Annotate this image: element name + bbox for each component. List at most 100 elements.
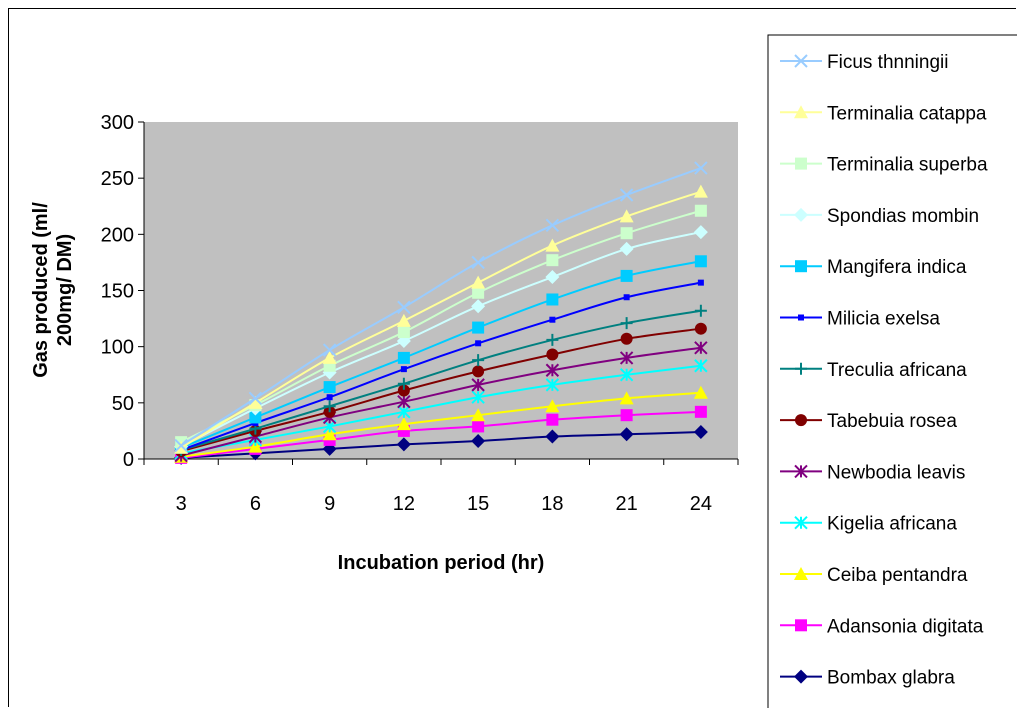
series-layer: [174, 161, 708, 465]
x-tick-label: 18: [541, 493, 563, 515]
legend-item: Tabebuia rosea: [780, 411, 957, 432]
data-point: [248, 439, 263, 453]
data-point: [396, 313, 411, 327]
data-point: [619, 427, 634, 442]
legend-swatch-marker: [794, 54, 808, 68]
legend-label: Milicia exelsa: [827, 309, 940, 330]
legend-item: Bombax glabra: [780, 668, 955, 689]
legend-label: Kigelia africana: [827, 514, 957, 535]
legend-label: Terminalia catappa: [827, 103, 987, 124]
y-tick-label: 150: [101, 281, 134, 303]
data-point: [545, 429, 560, 444]
y-tick-label: 300: [101, 112, 134, 134]
data-point: [693, 385, 708, 399]
legend-swatch-marker: [794, 464, 808, 479]
legend-label: Mangifera indica: [827, 257, 967, 278]
y-tick-label: 50: [112, 393, 134, 415]
data-point: [174, 438, 188, 453]
x-tick-label: 3: [176, 493, 187, 515]
data-point: [323, 400, 336, 413]
data-point: [694, 304, 707, 317]
data-point: [619, 209, 634, 223]
data-point: [323, 381, 336, 394]
data-point: [322, 427, 337, 441]
data-point: [472, 365, 485, 378]
data-point: [397, 351, 410, 364]
data-point: [619, 351, 634, 365]
data-point: [694, 322, 707, 335]
data-point: [619, 368, 634, 382]
legend-item: Terminalia superba: [780, 155, 988, 176]
data-point: [697, 279, 704, 286]
data-point: [400, 366, 407, 373]
plot-area: [144, 122, 738, 459]
legend-swatch-marker: [794, 515, 808, 530]
data-point: [546, 333, 559, 346]
data-point: [471, 275, 486, 289]
x-tick-label: 9: [324, 493, 335, 515]
data-point: [471, 434, 486, 449]
legend-swatch-marker: [794, 669, 808, 684]
y-tick-label: 200: [101, 224, 134, 246]
data-point: [322, 343, 337, 357]
x-axis-title: Incubation period (hr): [338, 552, 545, 574]
data-point: [471, 408, 486, 422]
data-point: [545, 238, 560, 252]
series-line: [180, 327, 702, 453]
legend-label: Spondias mombin: [827, 206, 979, 227]
legend: Ficus thnningii Terminalia catappa Termina…: [780, 52, 988, 689]
data-point: [248, 395, 263, 409]
data-point: [549, 316, 556, 323]
data-point: [545, 270, 560, 285]
series-line: [180, 309, 702, 451]
axes: 0 50 100 150 200 250 300 3 6 9 12 15 18 21 24: [101, 112, 739, 515]
legend-label: Ficus thnningii: [827, 52, 948, 73]
y-axis-title-line2: 200mg/ DM): [54, 234, 76, 346]
data-point: [472, 286, 485, 299]
legend-item: Ficus thnningii: [780, 52, 948, 73]
legend-item: Treculia africana: [780, 360, 967, 381]
legend-swatch-marker: [795, 157, 807, 170]
data-point: [396, 417, 411, 431]
legend-label: Treculia africana: [827, 360, 967, 381]
series-line: [180, 346, 702, 457]
legend-item: Newbodia leavis: [780, 462, 965, 483]
x-tick-label: 12: [393, 493, 415, 515]
legend-label: Bombax glabra: [827, 668, 955, 689]
data-point: [620, 332, 633, 345]
y-axis-title-group: Gas produced (ml/ 200mg/ DM): [30, 202, 76, 378]
series-line: [181, 431, 701, 459]
legend-swatch-marker: [794, 567, 808, 580]
data-point: [248, 391, 263, 406]
data-point: [619, 241, 634, 256]
x-tick-label: 24: [690, 493, 712, 515]
x-tick-label: 6: [250, 493, 261, 515]
series-9: [174, 359, 708, 461]
data-point: [694, 359, 708, 373]
legend-swatch-marker: [798, 314, 804, 321]
data-point: [620, 227, 633, 240]
y-tick-label: 0: [123, 449, 134, 471]
legend-item: Adansonia digitata: [780, 616, 984, 637]
data-point: [397, 395, 411, 409]
data-point: [546, 293, 559, 306]
data-point: [693, 184, 708, 198]
legend-item: Ceiba pentandra: [780, 565, 968, 586]
data-point: [475, 340, 482, 347]
legend-swatch-marker: [795, 619, 807, 632]
data-point: [620, 409, 633, 422]
data-point: [397, 326, 410, 339]
data-point: [471, 378, 485, 392]
data-point: [694, 341, 708, 355]
data-point: [619, 188, 634, 202]
legend-label: Terminalia superba: [827, 155, 988, 176]
legend-box: [767, 34, 1017, 708]
data-point: [397, 384, 410, 397]
data-point: [545, 218, 560, 233]
legend-swatch-marker: [794, 105, 808, 119]
data-point: [694, 405, 707, 418]
legend-label: Adansonia digitata: [827, 616, 984, 637]
data-point: [174, 440, 189, 454]
y-axis-title-line1: Gas produced (ml/: [30, 202, 52, 378]
